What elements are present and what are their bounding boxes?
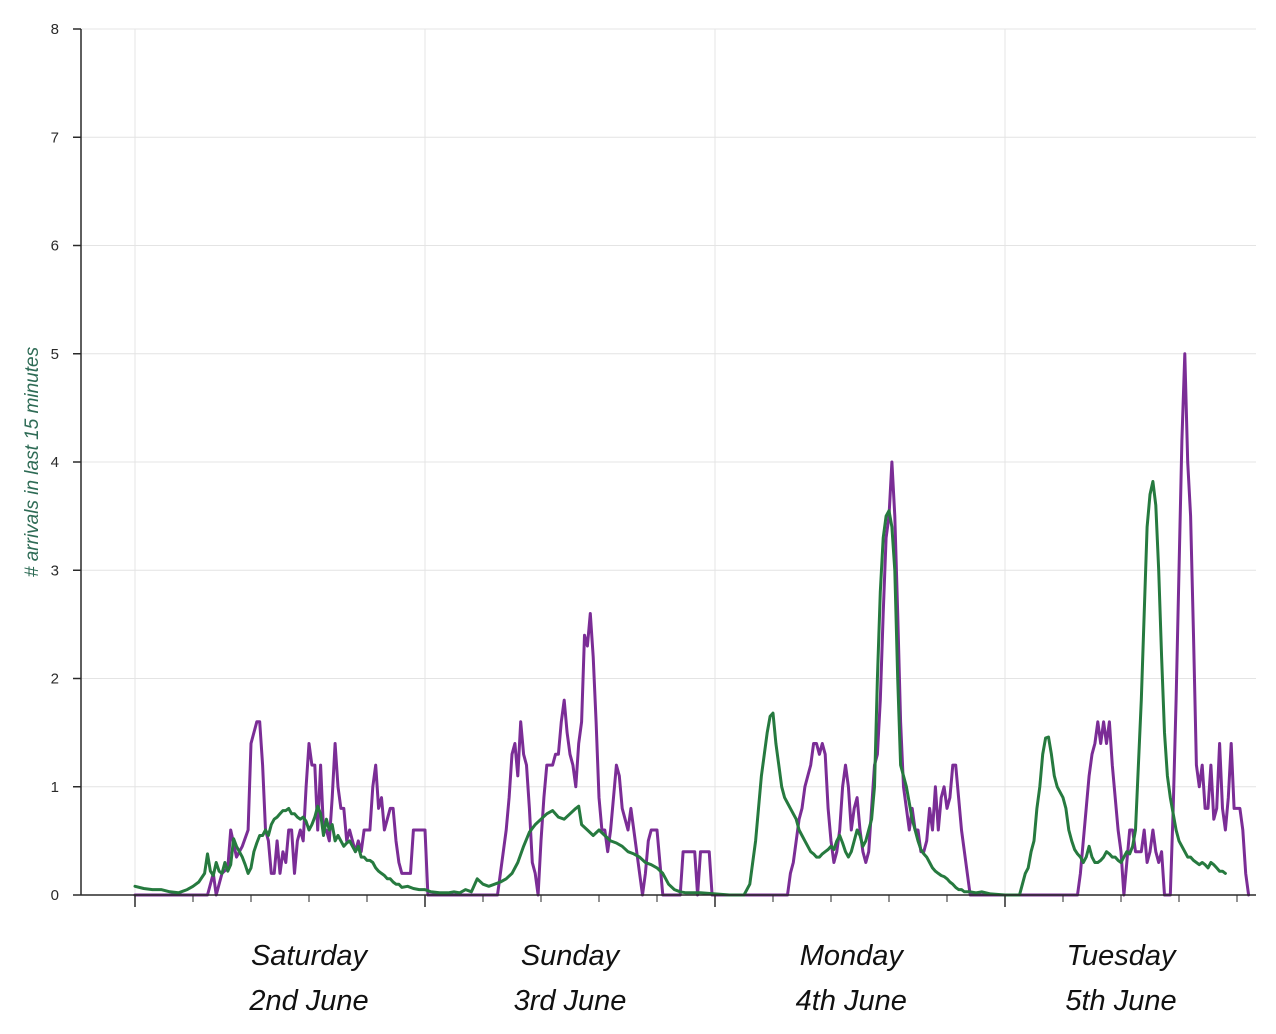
day-label-name-3: Tuesday <box>1066 940 1177 972</box>
day-label-date-0: 2nd June <box>248 985 368 1017</box>
chart-gridlines <box>81 28 1256 895</box>
y-tick-label-1: 1 <box>51 779 59 796</box>
day-label-name-1: Sunday <box>521 940 621 972</box>
y-tick-label-2: 2 <box>51 671 59 688</box>
day-label-date-2: 4th June <box>796 985 907 1017</box>
x-axis-ticks <box>134 895 1238 907</box>
series-line-1 <box>133 352 1251 897</box>
day-label-name-2: Monday <box>800 940 905 972</box>
y-axis-title: # arrivals in last 15 minutes <box>22 346 43 577</box>
y-tick-label-3: 3 <box>51 562 59 579</box>
y-axis-ticks: 0 1 2 3 4 5 6 7 8 <box>51 21 81 904</box>
chart-series <box>133 352 1251 897</box>
day-label-date-1: 3rd June <box>514 985 627 1017</box>
y-tick-label-5: 5 <box>51 346 59 363</box>
y-tick-label-6: 6 <box>51 238 59 255</box>
y-tick-label-7: 7 <box>51 129 59 146</box>
day-labels: Saturday 2nd June Sunday 3rd June Monday 4th … <box>248 940 1177 1017</box>
day-label-name-0: Saturday <box>251 940 369 972</box>
series-line-2 <box>133 480 1227 897</box>
y-tick-label-8: 8 <box>51 21 59 38</box>
day-label-date-3: 5th June <box>1065 985 1176 1017</box>
y-tick-label-4: 4 <box>51 454 59 471</box>
y-tick-label-0: 0 <box>51 887 59 904</box>
